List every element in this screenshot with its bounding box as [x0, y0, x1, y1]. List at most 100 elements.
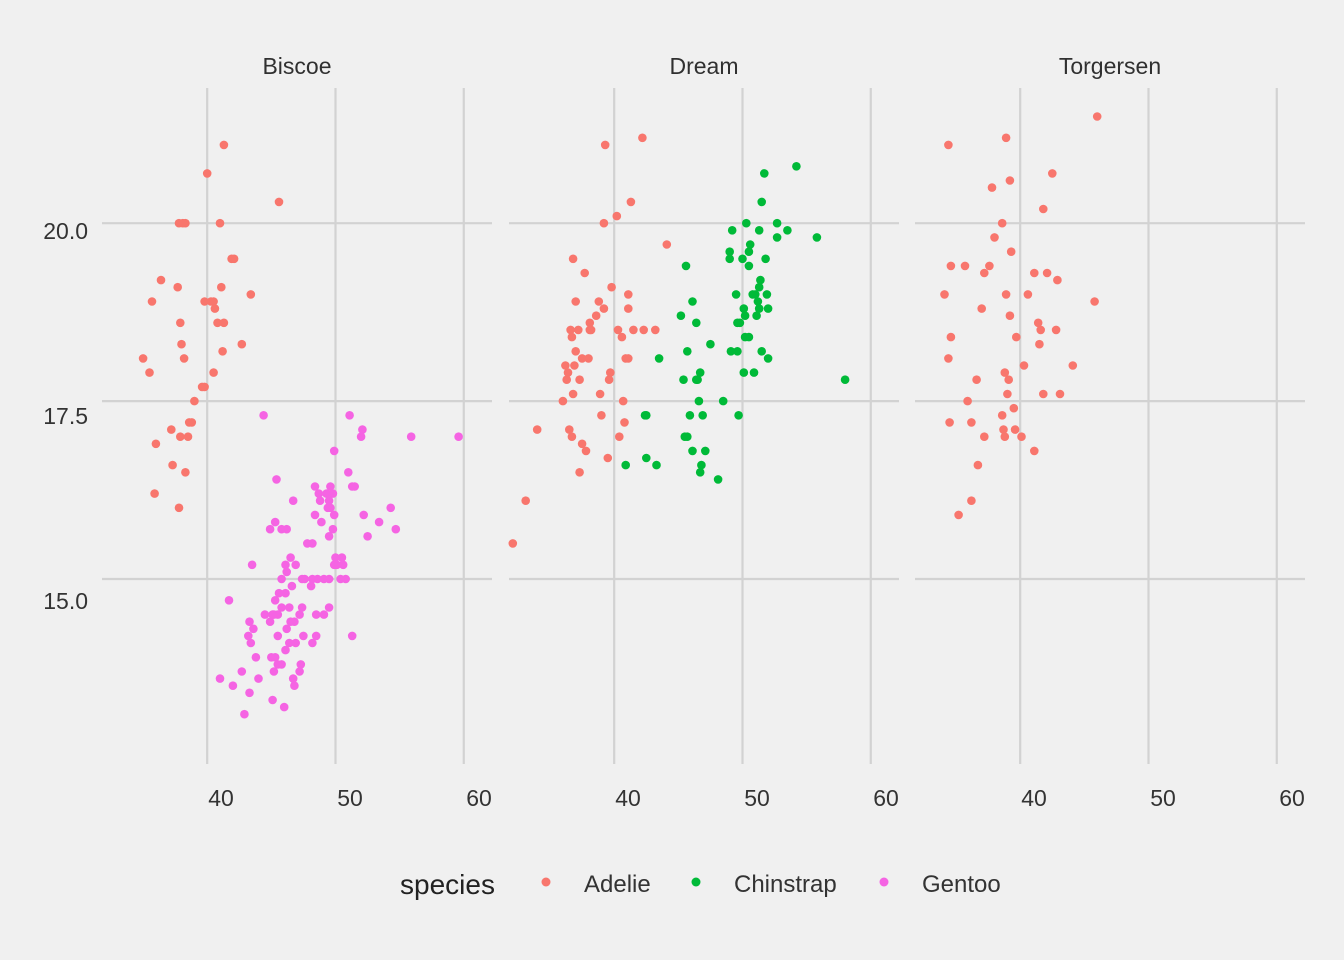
point-adelie	[173, 282, 182, 292]
point-adelie	[566, 325, 575, 335]
point-gentoo	[296, 660, 306, 669]
point-gentoo	[273, 631, 283, 641]
point-gentoo	[228, 681, 238, 690]
point-chinstrap	[683, 347, 692, 356]
point-adelie	[1006, 247, 1016, 256]
x-tick-label: 40	[208, 785, 234, 811]
point-gentoo	[306, 581, 316, 591]
point-adelie	[600, 140, 610, 150]
point-gentoo	[363, 532, 372, 541]
point-chinstrap	[748, 290, 757, 299]
point-gentoo	[288, 674, 298, 683]
point-gentoo	[297, 603, 307, 612]
point-adelie	[202, 169, 212, 178]
point-adelie	[973, 460, 983, 470]
point-chinstrap	[694, 396, 704, 406]
point-gentoo	[350, 482, 359, 491]
point-adelie	[954, 510, 963, 520]
point-chinstrap	[772, 233, 782, 242]
point-adelie	[168, 460, 177, 470]
point-adelie	[1017, 432, 1026, 442]
point-chinstrap	[742, 218, 751, 228]
legend-key-chinstrap	[691, 877, 701, 887]
point-adelie	[1000, 368, 1010, 377]
x-tick-label: 50	[337, 785, 363, 811]
point-adelie	[987, 183, 997, 192]
point-adelie	[218, 347, 227, 356]
point-chinstrap	[706, 339, 715, 349]
point-adelie	[585, 325, 595, 335]
point-gentoo	[260, 610, 270, 619]
point-adelie	[147, 297, 157, 306]
point-adelie	[651, 325, 660, 335]
point-adelie	[183, 432, 193, 442]
point-chinstrap	[731, 290, 741, 299]
point-chinstrap	[652, 460, 661, 470]
point-gentoo	[215, 674, 225, 683]
point-adelie	[599, 304, 609, 313]
point-gentoo	[246, 638, 256, 648]
point-adelie	[591, 311, 601, 320]
point-adelie	[581, 446, 591, 456]
point-chinstrap	[683, 432, 692, 442]
point-gentoo	[259, 411, 268, 420]
point-adelie	[179, 354, 189, 363]
point-adelie	[639, 325, 648, 335]
point-adelie	[1010, 425, 1020, 434]
point-gentoo	[279, 702, 289, 712]
point-gentoo	[319, 610, 329, 619]
legend-label-chinstrap: Chinstrap	[734, 871, 837, 898]
point-adelie	[1012, 332, 1021, 342]
point-gentoo	[300, 574, 309, 584]
point-adelie	[1001, 290, 1011, 299]
point-adelie	[945, 418, 954, 427]
legend-label-gentoo: Gentoo	[922, 871, 1001, 898]
point-adelie	[568, 254, 578, 264]
point-chinstrap	[688, 446, 697, 456]
panel-biscoe: Biscoe	[102, 53, 492, 764]
point-adelie	[1005, 176, 1015, 185]
point-adelie	[624, 304, 633, 313]
point-gentoo	[285, 638, 294, 648]
point-gentoo	[329, 560, 339, 570]
point-adelie	[558, 396, 568, 406]
point-gentoo	[281, 645, 290, 655]
x-tick-label: 50	[1150, 785, 1176, 811]
point-gentoo	[251, 653, 261, 662]
point-adelie	[1001, 133, 1011, 143]
point-gentoo	[331, 553, 340, 562]
point-gentoo	[240, 709, 249, 719]
point-adelie	[1055, 389, 1065, 399]
point-adelie	[150, 489, 159, 498]
point-chinstrap	[718, 396, 728, 406]
point-gentoo	[358, 425, 367, 434]
point-adelie	[597, 411, 606, 420]
point-gentoo	[277, 574, 286, 584]
point-gentoo	[268, 695, 277, 705]
point-adelie	[1039, 389, 1048, 399]
x-tick-label: 60	[873, 785, 899, 811]
point-adelie	[584, 354, 593, 363]
point-chinstrap	[681, 261, 691, 271]
point-gentoo	[311, 631, 321, 641]
point-gentoo	[324, 574, 334, 584]
point-chinstrap	[761, 254, 770, 264]
point-adelie	[176, 318, 185, 328]
point-chinstrap	[685, 411, 695, 420]
y-tick-label: 17.5	[43, 403, 88, 429]
point-chinstrap	[735, 318, 745, 328]
point-adelie	[1005, 311, 1015, 320]
point-gentoo	[347, 631, 357, 641]
point-adelie	[215, 218, 225, 228]
point-adelie	[156, 275, 166, 285]
point-adelie	[1000, 432, 1010, 442]
point-gentoo	[245, 617, 254, 626]
point-adelie	[585, 318, 595, 328]
point-adelie	[1051, 325, 1061, 335]
point-chinstrap	[688, 297, 697, 306]
point-gentoo	[324, 496, 334, 506]
point-gentoo	[310, 482, 320, 491]
point-gentoo	[308, 638, 317, 648]
point-gentoo	[270, 653, 280, 662]
